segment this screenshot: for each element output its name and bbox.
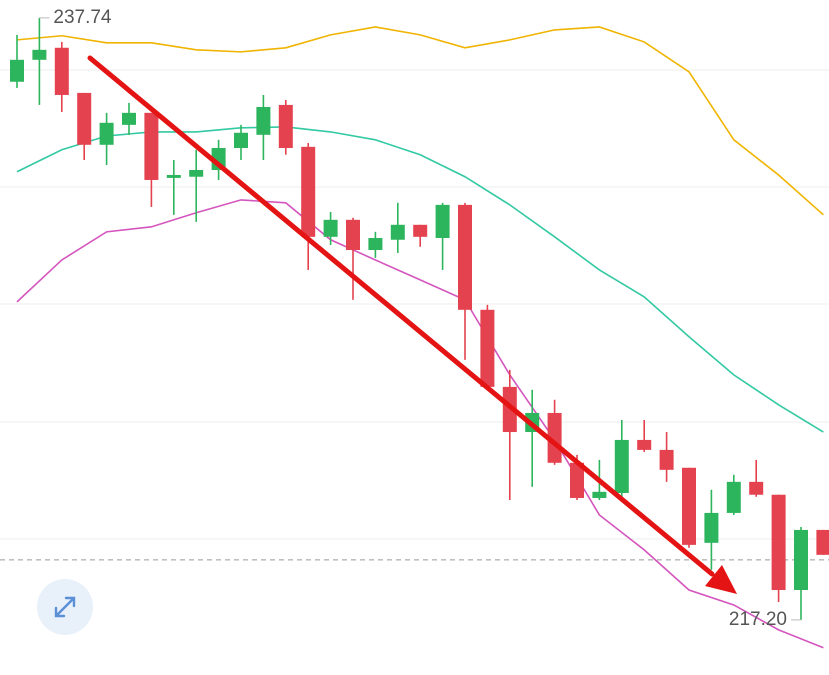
candle-body (570, 462, 584, 498)
candle-body (10, 59, 24, 82)
candle-body (301, 146, 316, 237)
candle-body (726, 481, 741, 513)
candle-body (234, 132, 248, 149)
candle-body (413, 224, 428, 237)
candle-body (122, 112, 136, 125)
price-label: 217.20 (729, 609, 787, 630)
candle-body (166, 174, 181, 178)
plot: 237.74 217.20 (0, 7, 829, 649)
band-line (16, 26, 824, 216)
candle-body (99, 122, 114, 145)
candle-body (368, 237, 383, 251)
candle-body (256, 106, 271, 135)
candle-body (458, 204, 472, 310)
price-label: 237.74 (53, 7, 112, 28)
band-line (16, 199, 824, 649)
candle-body (659, 449, 674, 470)
trend-arrow (87, 55, 737, 594)
candle-body (390, 224, 405, 240)
candle-body (592, 491, 607, 498)
candle-body (704, 512, 719, 543)
candle-body (189, 169, 204, 177)
candle-body (637, 439, 652, 450)
candle-body (435, 204, 450, 238)
candle-body (547, 412, 562, 463)
candle-body (278, 104, 293, 149)
candle-body (749, 481, 764, 495)
candle-body (771, 494, 786, 591)
candle-body (480, 309, 495, 387)
grid (0, 69, 829, 540)
candle-body (323, 219, 338, 237)
arrow-head (705, 565, 737, 594)
candle-body (77, 92, 92, 145)
candle-body (32, 49, 47, 60)
expand-button[interactable] (37, 579, 93, 635)
candle-body (346, 219, 360, 251)
candle-body (54, 47, 69, 95)
arrow-shaft (87, 55, 715, 577)
candle-body (816, 529, 829, 555)
candle-body (682, 467, 696, 545)
candle-body (144, 112, 159, 180)
candle-body (614, 439, 629, 493)
candle-body (794, 529, 808, 591)
expand-icon[interactable] (54, 596, 76, 618)
